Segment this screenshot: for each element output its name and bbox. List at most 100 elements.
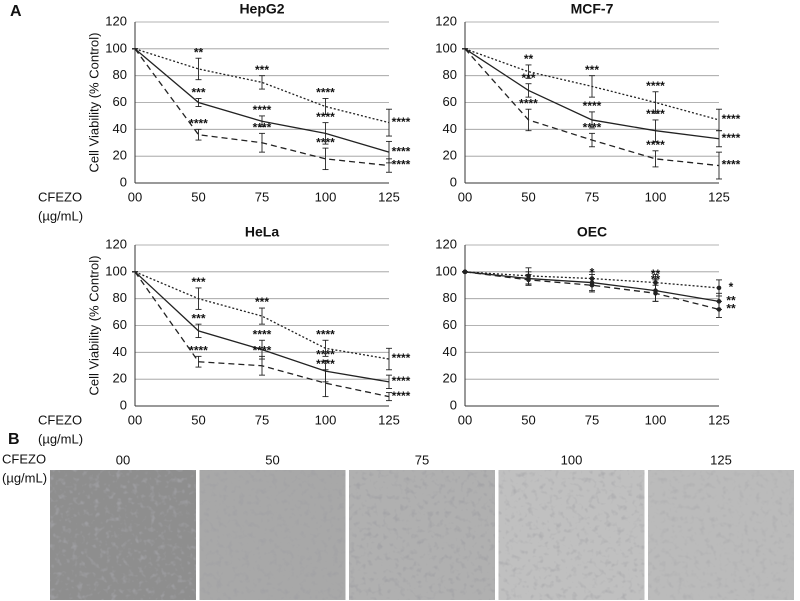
x-axis-label: CFEZO [38, 412, 82, 427]
x-tick-label: 75 [255, 189, 269, 204]
significance: *** [191, 86, 205, 100]
micrograph-texture [50, 470, 196, 600]
marker [526, 277, 531, 283]
significance: * [590, 266, 595, 280]
significance: *** [585, 63, 599, 77]
x-tick-label: 125 [708, 412, 730, 427]
chart-title: HeLa [245, 224, 279, 240]
significance: **** [392, 144, 411, 158]
significance: **** [646, 79, 665, 93]
x-tick-label: 100 [645, 412, 667, 427]
significance: ** [726, 294, 736, 308]
x-tick-label: 00 [458, 189, 472, 204]
x-tick-label: 75 [255, 412, 269, 427]
image-label: 125 [710, 452, 732, 467]
y-axis-label: Cell Viability (% Control) [86, 33, 101, 173]
y-tick-label: 80 [443, 67, 457, 82]
micrograph-texture [498, 470, 645, 600]
x-axis-label: (µg/mL) [38, 431, 83, 446]
x-tick-label: 75 [585, 189, 599, 204]
chart-title: OEC [577, 224, 607, 240]
x-axis-label: (µg/mL) [38, 208, 83, 223]
significance: **** [392, 158, 411, 172]
y-tick-label: 120 [105, 236, 127, 251]
significance: *** [191, 275, 205, 289]
x-tick-label: 50 [521, 412, 535, 427]
micrograph-texture [349, 470, 495, 600]
y-tick-label: 100 [105, 40, 127, 55]
dose-label: CFEZO [2, 451, 46, 466]
x-tick-label: 50 [191, 189, 205, 204]
significance: **** [646, 107, 665, 121]
panel-label: B [8, 431, 20, 448]
y-tick-label: 60 [443, 94, 457, 109]
chart-title: MCF-7 [571, 1, 614, 17]
significance: *** [191, 311, 205, 325]
significance: **** [722, 131, 741, 145]
significance: * [729, 280, 734, 294]
y-tick-label: 80 [443, 290, 457, 305]
marker [653, 291, 658, 296]
y-tick-label: 20 [443, 148, 457, 163]
x-tick-label: 100 [315, 189, 337, 204]
significance: **** [253, 121, 272, 135]
series-line [464, 271, 720, 289]
x-axis-label: CFEZO [38, 189, 82, 204]
x-tick-label: 125 [708, 189, 730, 204]
significance: *** [521, 71, 535, 85]
significance: ** [651, 272, 661, 286]
significance: **** [316, 357, 335, 371]
y-tick-label: 20 [113, 148, 127, 163]
significance: *** [255, 63, 269, 77]
x-tick-label: 50 [521, 189, 535, 204]
x-tick-label: 00 [128, 412, 142, 427]
micrograph-texture [648, 470, 794, 600]
y-tick-label: 20 [113, 371, 127, 386]
y-tick-label: 100 [435, 40, 457, 55]
y-tick-label: 120 [435, 13, 457, 28]
micrograph-texture [199, 470, 346, 600]
significance: **** [392, 351, 411, 365]
y-tick-label: 20 [443, 371, 457, 386]
y-tick-label: 40 [443, 121, 457, 136]
panel-label: A [10, 3, 22, 20]
y-tick-label: 0 [450, 174, 457, 189]
y-tick-label: 80 [113, 67, 127, 82]
x-tick-label: 100 [315, 412, 337, 427]
y-tick-label: 60 [443, 317, 457, 332]
y-tick-label: 0 [120, 397, 127, 412]
significance: **** [392, 115, 411, 129]
significance: **** [316, 348, 335, 362]
significance: **** [316, 135, 335, 149]
y-tick-label: 100 [105, 263, 127, 278]
significance: **** [316, 86, 335, 100]
significance: **** [316, 327, 335, 341]
significance: **** [253, 344, 272, 358]
y-tick-label: 120 [105, 13, 127, 28]
chart-title: HepG2 [239, 1, 284, 17]
y-tick-label: 40 [113, 121, 127, 136]
marker [716, 285, 722, 291]
significance: **** [253, 327, 272, 341]
y-tick-label: 120 [435, 236, 457, 251]
significance: **** [583, 121, 602, 135]
significance: **** [722, 158, 741, 172]
y-tick-label: 40 [113, 344, 127, 359]
significance: **** [392, 374, 411, 388]
y-tick-label: 60 [113, 317, 127, 332]
y-tick-label: 0 [120, 174, 127, 189]
series-line [134, 271, 390, 360]
significance: **** [189, 344, 208, 358]
x-tick-label: 125 [378, 189, 400, 204]
significance: ** [194, 45, 204, 59]
significance: *** [255, 295, 269, 309]
x-tick-label: 00 [458, 412, 472, 427]
significance: ** [524, 52, 534, 66]
significance: ** [651, 267, 661, 281]
significance: **** [722, 112, 741, 126]
y-tick-label: 100 [435, 263, 457, 278]
significance: **** [316, 110, 335, 124]
y-tick-label: 60 [113, 94, 127, 109]
significance: ** [726, 302, 736, 316]
y-tick-label: 0 [450, 397, 457, 412]
